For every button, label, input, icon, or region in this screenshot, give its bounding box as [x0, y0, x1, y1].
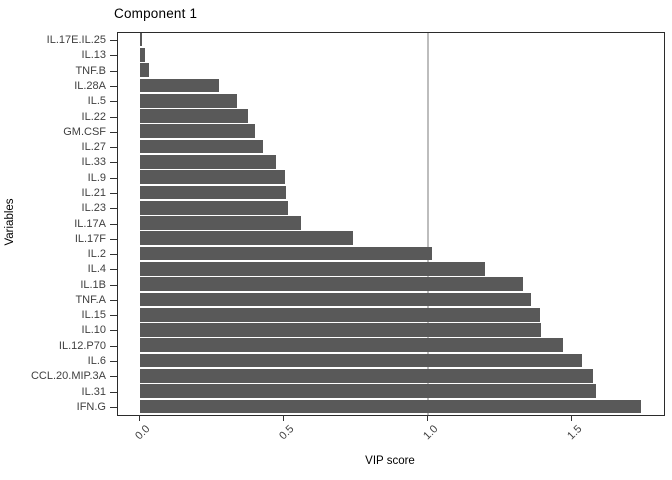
bar-IL.1B [139, 277, 523, 291]
y-tick-label-IL.17A: IL.17A [74, 217, 106, 230]
y-tick-label-IL.13: IL.13 [81, 49, 106, 62]
bar-IL.17A [139, 216, 301, 230]
y-tick-IL.13 [110, 55, 117, 57]
y-tick-TNF.B [110, 70, 117, 72]
x-tick-1.0 [427, 415, 428, 421]
reference-line [426, 33, 429, 415]
y-tick-IL.5 [110, 101, 117, 103]
y-tick-IL.10 [110, 330, 117, 332]
bar-IL.10 [139, 323, 542, 337]
y-tick-CCL.20.MIP.3A [110, 376, 117, 378]
y-tick-IL.17F [110, 238, 117, 240]
y-tick-IL.31 [110, 391, 117, 393]
y-tick-label-TNF.A: TNF.A [75, 293, 106, 306]
y-tick-label-IL.17F: IL.17F [74, 232, 106, 245]
bar-IL.21 [139, 185, 287, 200]
bar-IL.23 [139, 200, 288, 215]
x-tick-1.5 [571, 415, 572, 421]
y-tick-label-IL.23: IL.23 [81, 202, 106, 215]
y-tick-IL.4 [110, 269, 117, 271]
bar-GM.CSF [139, 124, 255, 139]
y-tick-IL.12.P70 [110, 345, 117, 347]
y-tick-label-IL.12.P70: IL.12.P70 [58, 339, 106, 352]
bar-IL.22 [139, 109, 248, 123]
y-tick-label-IL.9: IL.9 [87, 171, 106, 184]
bar-IL.12.P70 [139, 338, 563, 353]
y-tick-IFN.G [110, 406, 117, 408]
y-tick-IL.2 [110, 254, 117, 256]
y-tick-GM.CSF [110, 131, 117, 133]
y-tick-label-IL.5: IL.5 [87, 95, 106, 108]
y-tick-label-IL.10: IL.10 [81, 324, 106, 337]
bar-TNF.A [139, 292, 532, 307]
y-tick-IL.23 [110, 208, 117, 210]
y-tick-label-CCL.20.MIP.3A: CCL.20.MIP.3A [30, 370, 106, 383]
y-tick-label-IL.33: IL.33 [81, 156, 106, 169]
x-tick-0.0 [139, 415, 140, 421]
bar-IL.17F [139, 231, 353, 246]
y-tick-label-IL.15: IL.15 [81, 309, 106, 322]
bar-IL.4 [139, 261, 486, 276]
y-tick-label-IL.21: IL.21 [81, 186, 106, 199]
y-tick-IL.22 [110, 116, 117, 118]
bar-IL.9 [139, 170, 285, 184]
y-tick-label-IL.6: IL.6 [87, 355, 106, 368]
bar-IL.15 [139, 307, 540, 322]
plot-panel [117, 32, 665, 416]
y-tick-label-IL.22: IL.22 [81, 110, 106, 123]
x-axis-title: VIP score [365, 455, 415, 467]
bar-IL.5 [139, 93, 238, 108]
y-tick-IL.27 [110, 147, 117, 149]
y-tick-IL.33 [110, 162, 117, 164]
y-tick-label-GM.CSF: GM.CSF [63, 125, 106, 138]
y-tick-label-IL.2: IL.2 [87, 248, 106, 261]
bar-IL.27 [139, 139, 264, 154]
y-tick-label-IL.27: IL.27 [81, 141, 106, 154]
y-tick-IL.21 [110, 192, 117, 194]
bar-IL.2 [139, 246, 432, 261]
y-tick-label-IL.4: IL.4 [87, 263, 106, 276]
y-tick-label-IL.31: IL.31 [81, 385, 106, 398]
plot-title: Component 1 [114, 6, 198, 21]
y-tick-label-IFN.G: IFN.G [76, 400, 106, 413]
y-tick-IL.15 [110, 315, 117, 317]
bar-TNF.B [139, 63, 149, 78]
x-tick-0.5 [283, 415, 284, 421]
bar-IL.6 [139, 353, 582, 368]
bar-IL.31 [139, 384, 596, 398]
bar-IL.33 [139, 155, 277, 169]
bar-CCL.20.MIP.3A [139, 368, 594, 383]
y-tick-label-IL.17E.IL.25: IL.17E.IL.25 [46, 34, 106, 47]
y-tick-IL.17A [110, 223, 117, 225]
bar-IL.17E.IL.25 [139, 32, 142, 47]
y-tick-label-IL.1B: IL.1B [80, 278, 106, 291]
bar-IL.28A [139, 78, 219, 93]
y-tick-IL.17E.IL.25 [110, 40, 117, 42]
y-tick-IL.28A [110, 85, 117, 87]
bar-IFN.G [139, 399, 641, 414]
y-tick-TNF.A [110, 299, 117, 301]
y-tick-IL.9 [110, 177, 117, 179]
y-tick-label-TNF.B: TNF.B [75, 64, 106, 77]
y-tick-label-IL.28A: IL.28A [74, 79, 106, 92]
y-tick-IL.1B [110, 284, 117, 286]
y-tick-IL.6 [110, 361, 117, 363]
bar-IL.13 [139, 48, 146, 62]
